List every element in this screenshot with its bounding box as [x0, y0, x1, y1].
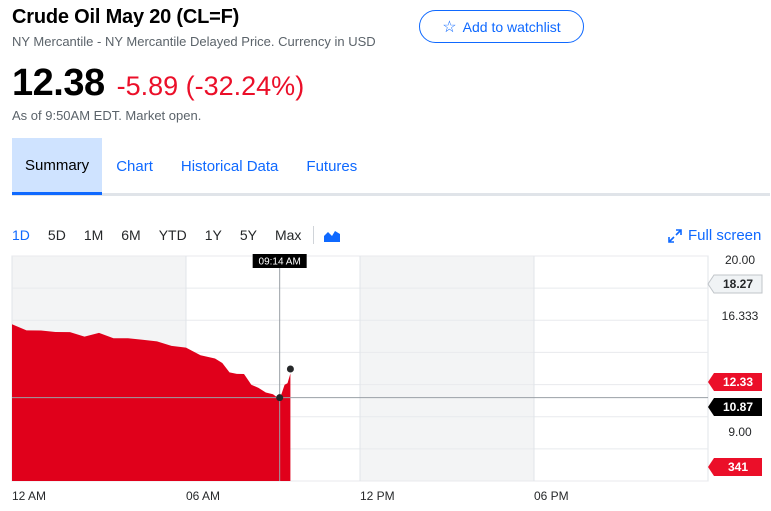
range-max[interactable]: Max	[274, 227, 302, 243]
star-outline-icon: ☆	[442, 18, 457, 36]
previous-close-badge-bg	[707, 274, 763, 294]
price-area	[12, 324, 291, 481]
range-1m[interactable]: 1M	[83, 227, 104, 243]
crosshair-dot	[276, 394, 284, 402]
expand-icon	[668, 228, 682, 243]
range-5d[interactable]: 5D	[47, 227, 66, 243]
add-to-watchlist-button[interactable]: ☆ Add to watchlist	[419, 10, 584, 43]
tab-historical-data[interactable]: Historical Data	[180, 158, 279, 175]
range-selector: 1D 5D 1M 6M YTD 1Y 5Y Max	[12, 226, 341, 244]
x-tick-label: 12 PM	[360, 489, 395, 503]
full-screen-button[interactable]: Full screen	[668, 227, 761, 244]
x-tick-label: 06 AM	[186, 489, 220, 503]
range-ytd[interactable]: YTD	[158, 227, 187, 243]
last-price-dot	[286, 365, 294, 373]
crosshair-time-label: 09:14 AM	[259, 257, 301, 268]
tab-futures[interactable]: Futures	[306, 158, 358, 175]
page-title: Crude Oil May 20 (CL=F)	[12, 6, 240, 28]
range-divider	[313, 226, 315, 244]
as-of-timestamp: As of 9:50AM EDT. Market open.	[12, 108, 202, 123]
range-1y[interactable]: 1Y	[204, 227, 222, 243]
x-tick-label: 12 AM	[12, 489, 46, 503]
range-6m[interactable]: 6M	[121, 227, 141, 243]
price-chart[interactable]: 09:14 AM 20.00 16.333 9.00 18.27 12.33 10.87 3…	[0, 250, 771, 511]
quote-header: Crude Oil May 20 (CL=F) NY Mercantile - …	[12, 6, 376, 49]
current-price: 12.38	[12, 62, 105, 104]
tab-chart[interactable]: Chart	[116, 158, 153, 175]
previous-close-badge: 18.27	[723, 277, 753, 291]
price-change: -5.89 (-32.24%)	[116, 71, 305, 101]
quote-tabs: Summary Chart Historical Data Futures	[12, 138, 770, 196]
current-price-badge: 12.33	[723, 375, 753, 389]
full-screen-label: Full screen	[688, 227, 762, 244]
range-1d[interactable]: 1D	[12, 227, 30, 243]
tab-summary[interactable]: Summary	[12, 138, 103, 195]
session-band	[360, 256, 534, 481]
mountain-chart-icon[interactable]	[324, 228, 341, 242]
price-row: 12.38 -5.89 (-32.24%)	[12, 62, 304, 105]
x-tick-label: 06 PM	[534, 489, 569, 503]
crosshair-value-badge: 10.87	[723, 400, 753, 414]
y-tick-label: 20.00	[725, 253, 755, 267]
volume-badge-bg	[708, 458, 762, 476]
y-tick-label: 16.333	[722, 309, 759, 323]
exchange-subtitle: NY Mercantile - NY Mercantile Delayed Pr…	[12, 34, 376, 49]
range-5y[interactable]: 5Y	[239, 227, 257, 243]
watchlist-label: Add to watchlist	[462, 18, 561, 35]
volume-badge: 341	[728, 460, 748, 474]
y-tick-label: 9.00	[728, 425, 752, 439]
crosshair-time-bg	[252, 254, 307, 268]
crosshair-value-badge-bg	[708, 398, 762, 416]
current-price-badge-bg	[708, 373, 762, 391]
